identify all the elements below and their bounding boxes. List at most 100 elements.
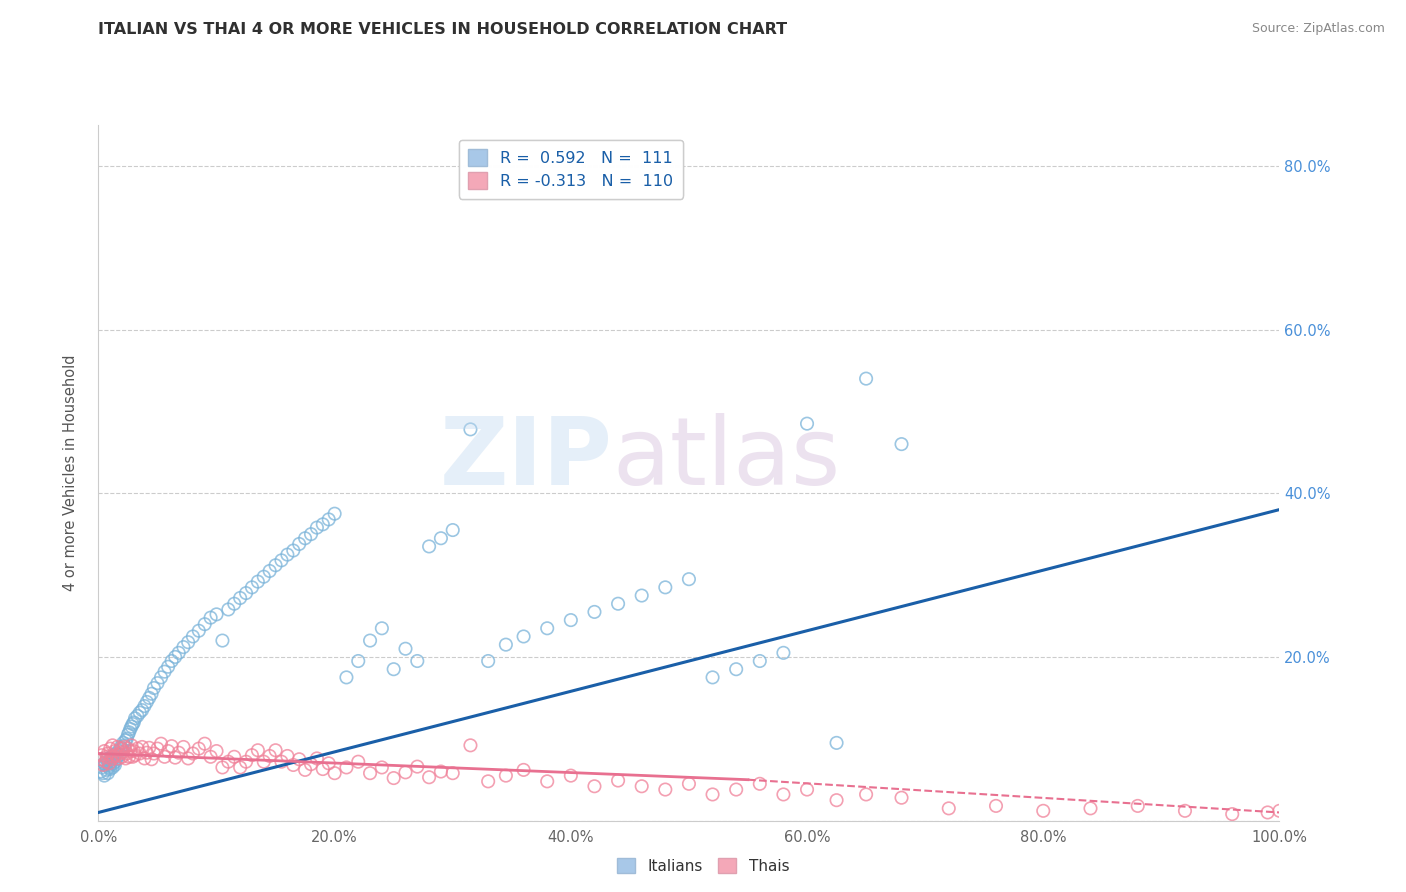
Point <box>984 798 1007 813</box>
Point <box>224 749 246 764</box>
Point <box>477 654 499 668</box>
Point <box>117 741 139 756</box>
Point <box>418 770 440 784</box>
Point <box>112 739 135 753</box>
Point <box>120 744 142 758</box>
Point <box>112 736 135 750</box>
Point <box>240 580 263 594</box>
Point <box>104 755 127 769</box>
Point <box>108 748 131 763</box>
Point <box>305 520 328 534</box>
Point <box>122 744 145 758</box>
Point <box>583 605 606 619</box>
Point <box>394 641 416 656</box>
Point <box>157 659 180 673</box>
Point <box>217 755 239 769</box>
Point <box>97 766 120 780</box>
Point <box>110 739 132 754</box>
Point <box>187 741 209 756</box>
Point <box>825 793 848 807</box>
Point <box>111 741 134 756</box>
Point <box>299 527 322 541</box>
Point <box>98 756 121 771</box>
Point <box>200 610 222 624</box>
Point <box>100 755 122 769</box>
Point <box>890 437 912 451</box>
Point <box>141 752 163 766</box>
Point <box>229 591 252 605</box>
Point <box>103 748 125 763</box>
Point <box>725 662 748 676</box>
Point <box>229 760 252 774</box>
Point <box>91 758 114 772</box>
Point <box>114 751 136 765</box>
Point <box>127 709 149 723</box>
Point <box>702 670 724 684</box>
Point <box>938 801 960 815</box>
Text: ITALIAN VS THAI 4 OR MORE VEHICLES IN HOUSEHOLD CORRELATION CHART: ITALIAN VS THAI 4 OR MORE VEHICLES IN HO… <box>98 22 787 37</box>
Point <box>748 777 770 791</box>
Point <box>142 681 165 695</box>
Point <box>205 744 228 758</box>
Point <box>138 740 160 755</box>
Point <box>153 665 176 679</box>
Point <box>394 765 416 780</box>
Point <box>772 788 794 802</box>
Point <box>495 769 517 783</box>
Text: ZIP: ZIP <box>439 413 612 505</box>
Point <box>141 687 163 701</box>
Point <box>512 763 534 777</box>
Point <box>702 788 724 802</box>
Point <box>270 755 292 769</box>
Point <box>371 760 394 774</box>
Point <box>583 779 606 793</box>
Point <box>430 764 453 779</box>
Point <box>855 788 877 802</box>
Point <box>1257 805 1279 820</box>
Point <box>205 607 228 622</box>
Point <box>98 756 121 771</box>
Point <box>312 762 335 776</box>
Point <box>678 572 700 586</box>
Point <box>160 654 183 668</box>
Point <box>406 759 429 773</box>
Point <box>323 507 346 521</box>
Point <box>772 646 794 660</box>
Point <box>127 741 149 756</box>
Point <box>382 771 405 785</box>
Point <box>104 744 127 758</box>
Point <box>105 752 128 766</box>
Point <box>167 746 190 760</box>
Point <box>630 589 652 603</box>
Point <box>318 512 340 526</box>
Point <box>240 748 263 763</box>
Point <box>194 737 217 751</box>
Point <box>90 764 112 779</box>
Point <box>382 662 405 676</box>
Point <box>200 749 222 764</box>
Point <box>536 621 558 635</box>
Point <box>825 736 848 750</box>
Text: Source: ZipAtlas.com: Source: ZipAtlas.com <box>1251 22 1385 36</box>
Point <box>259 749 281 764</box>
Point <box>124 748 146 763</box>
Point <box>253 570 276 584</box>
Point <box>294 531 316 545</box>
Point <box>270 553 292 567</box>
Point <box>607 773 630 788</box>
Point <box>93 744 115 758</box>
Point <box>101 760 124 774</box>
Point <box>107 744 129 758</box>
Point <box>98 760 121 774</box>
Point <box>181 747 204 761</box>
Point <box>172 640 194 654</box>
Point <box>460 422 482 436</box>
Point <box>560 613 582 627</box>
Point <box>477 774 499 789</box>
Point <box>146 676 169 690</box>
Point <box>128 706 150 720</box>
Point <box>654 580 676 594</box>
Point <box>128 747 150 761</box>
Point <box>105 748 128 763</box>
Point <box>107 751 129 765</box>
